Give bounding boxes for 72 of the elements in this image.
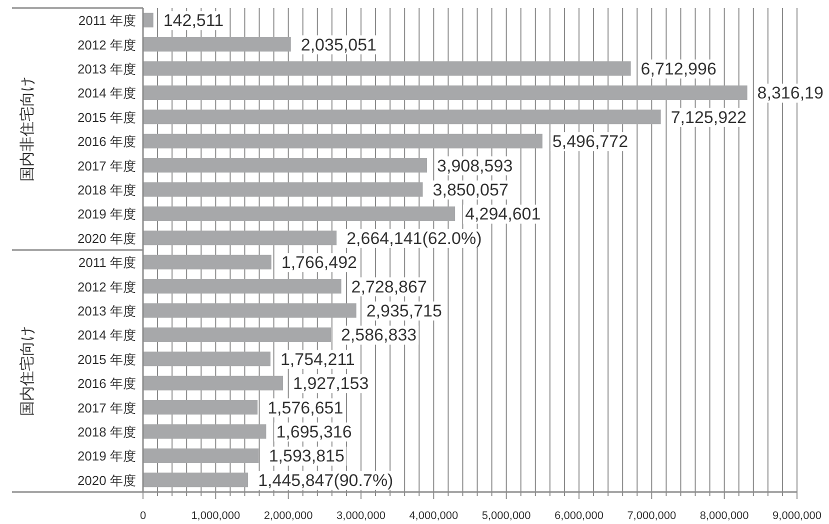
bar [143,254,272,270]
bar [143,230,337,246]
x-tick-label: 2,000,000 [264,510,313,522]
data-label: 2,728,867 [351,277,427,296]
y-tick-label: 2018 年度 [77,182,136,198]
data-label: 3,850,057 [432,180,508,200]
bar [143,352,270,366]
data-label: 1,766,492 [281,253,358,272]
y-tick-label: 2014 年度 [77,86,136,101]
bar [143,303,356,318]
data-label: 1,593,815 [268,446,344,466]
bar [143,206,456,221]
data-label: 4,294,601 [465,204,541,224]
data-label: 2,035,051 [300,35,377,54]
text: 国内非住宅向け [19,76,36,182]
bar [143,61,631,76]
bar [143,182,423,197]
y-tick-label: 2020 年度 [77,230,136,246]
y-tick-label: 2015 年度 [77,110,136,125]
data-label: 5,496,772 [552,132,628,152]
data-label: 1,927,153 [293,374,369,394]
bar [143,85,748,100]
bar [143,134,542,148]
data-label: 1,576,651 [268,398,344,418]
data-label: 1,695,316 [276,422,352,442]
y-tick-label: 2014 年度 [77,328,136,343]
bar [143,37,291,52]
y-tick-label: 2011 年度 [78,13,136,28]
x-tick-label: 4,000,000 [409,510,458,522]
data-label: 6,712,996 [640,60,716,78]
x-tick-label: 1,000,000 [191,510,240,522]
x-tick-label: 0 [140,510,146,522]
y-tick-label: 2013 年度 [77,62,136,76]
y-tick-label: 2015 年度 [77,352,136,367]
bar [143,158,428,173]
y-tick-label: 2012 年度 [77,279,136,294]
data-label: 3,908,593 [437,156,513,176]
bar [143,110,661,124]
data-label: 2,586,833 [340,326,417,345]
x-tick-label: 5,000,000 [482,510,531,522]
y-tick-label: 2013 年度 [77,304,136,318]
y-tick-label: 2019 年度 [77,206,136,222]
bar [143,472,248,488]
x-tick-label: 3,000,000 [336,510,386,522]
y-tick-label: 2017 年度 [77,400,136,416]
x-tick-label: 6,000,000 [554,510,604,522]
y-tick-label: 2019 年度 [77,448,136,464]
y-tick-label: 2018 年度 [77,424,136,440]
y-tick-label: 2020 年度 [77,472,136,488]
y-tick-label: 2016 年度 [77,376,136,392]
data-label: 1,445,847(90.7%) [258,470,394,490]
x-tick-label: 9,000,000 [772,510,822,522]
data-label: 1,754,211 [280,350,355,369]
data-label: 7,125,922 [670,108,746,127]
bar [143,376,284,390]
bar [143,12,154,28]
bar [143,424,266,439]
y-tick-label: 2011 年度 [78,255,136,270]
y-tick-label: 2017 年度 [77,158,136,174]
y-tick-label: 2016 年度 [77,134,136,150]
data-label: 2,664,141(62.0%) [346,228,482,248]
bar [143,400,258,415]
bar [143,327,331,342]
data-label: 8,316,19 [757,84,824,103]
data-label: 2,935,715 [366,302,442,320]
x-tick-label: 8,000,000 [700,510,749,522]
y-tick-label: 2012 年度 [77,37,136,52]
data-label: 142,511 [163,11,224,30]
bar [143,279,342,294]
x-tick-label: 7,000,000 [627,510,676,522]
bar [143,448,259,463]
text: 国内住宅向け [19,326,36,416]
